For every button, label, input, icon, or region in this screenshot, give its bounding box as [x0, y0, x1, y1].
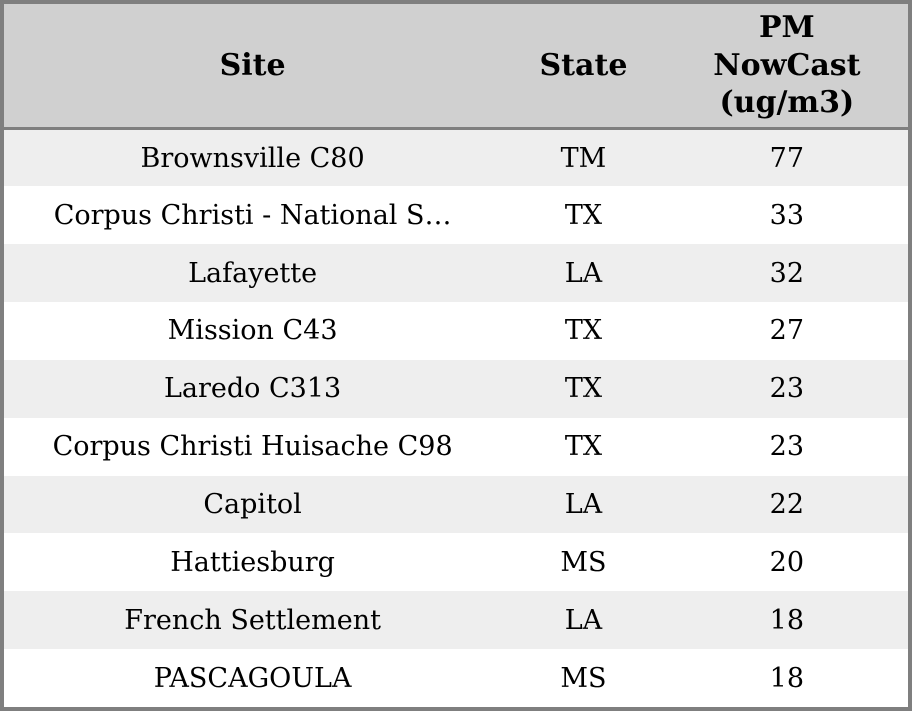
site-cell: Mission C43 — [167, 315, 338, 347]
site-cell: Laredo C313 — [163, 373, 342, 405]
state-cell: TX — [564, 431, 603, 463]
table-row: Brownsville C80 TM 77 — [4, 128, 908, 187]
state-cell: LA — [564, 257, 603, 289]
value-cell: 22 — [769, 488, 805, 520]
state-cell: MS — [560, 546, 607, 578]
state-cell: LA — [564, 488, 603, 520]
value-cell: 20 — [769, 546, 805, 578]
table-row: Hattiesburg MS 20 — [4, 533, 908, 592]
column-header-site-label: Site — [219, 47, 286, 83]
table-row: Capitol LA 22 — [4, 475, 908, 534]
site-cell: Brownsville C80 — [140, 142, 365, 174]
table-row: PASCAGOULA MS 18 — [4, 649, 908, 707]
site-cell: Hattiesburg — [170, 546, 335, 578]
state-cell: TX — [564, 315, 603, 347]
value-cell: 23 — [769, 373, 805, 405]
table-row: Laredo C313 TX 23 — [4, 359, 908, 418]
header-row: Site State PM NowCast (ug/m3) — [4, 4, 908, 130]
site-cell: Corpus Christi - National S… — [53, 199, 452, 231]
state-cell: TX — [564, 373, 603, 405]
state-cell: TM — [560, 142, 607, 174]
site-cell: Capitol — [203, 488, 302, 520]
value-cell: 32 — [769, 257, 805, 289]
value-cell: 27 — [769, 315, 805, 347]
table-row: Lafayette LA 32 — [4, 244, 908, 303]
state-cell: MS — [560, 662, 607, 694]
value-cell: 77 — [769, 142, 805, 174]
state-cell: TX — [564, 199, 603, 231]
column-header-site: Site — [4, 4, 502, 130]
state-cell: LA — [564, 604, 603, 636]
nowcast-table: Site State PM NowCast (ug/m3) Brownsvill… — [4, 4, 908, 707]
column-header-pm-nowcast-label: PM NowCast (ug/m3) — [713, 10, 861, 121]
value-cell: 18 — [769, 604, 805, 636]
value-cell: 23 — [769, 431, 805, 463]
column-header-pm-nowcast: PM NowCast (ug/m3) — [665, 4, 908, 130]
site-cell: French Settlement — [124, 604, 381, 636]
site-cell: Lafayette — [188, 257, 318, 289]
value-cell: 33 — [769, 199, 805, 231]
value-cell: 18 — [769, 662, 805, 694]
table-header: Site State PM NowCast (ug/m3) — [4, 4, 908, 130]
site-cell: PASCAGOULA — [153, 662, 352, 694]
site-cell: Corpus Christi Huisache C98 — [52, 431, 453, 463]
table-row: Mission C43 TX 27 — [4, 302, 908, 360]
table-row: French Settlement LA 18 — [4, 591, 908, 650]
table-row: Corpus Christi Huisache C98 TX 23 — [4, 417, 908, 476]
table-row: Corpus Christi - National S… TX 33 — [4, 186, 908, 245]
table-body: Brownsville C80 TM 77 Corpus Christi - N… — [4, 128, 908, 707]
column-header-state-label: State — [539, 47, 628, 83]
column-header-state: State — [501, 4, 666, 130]
